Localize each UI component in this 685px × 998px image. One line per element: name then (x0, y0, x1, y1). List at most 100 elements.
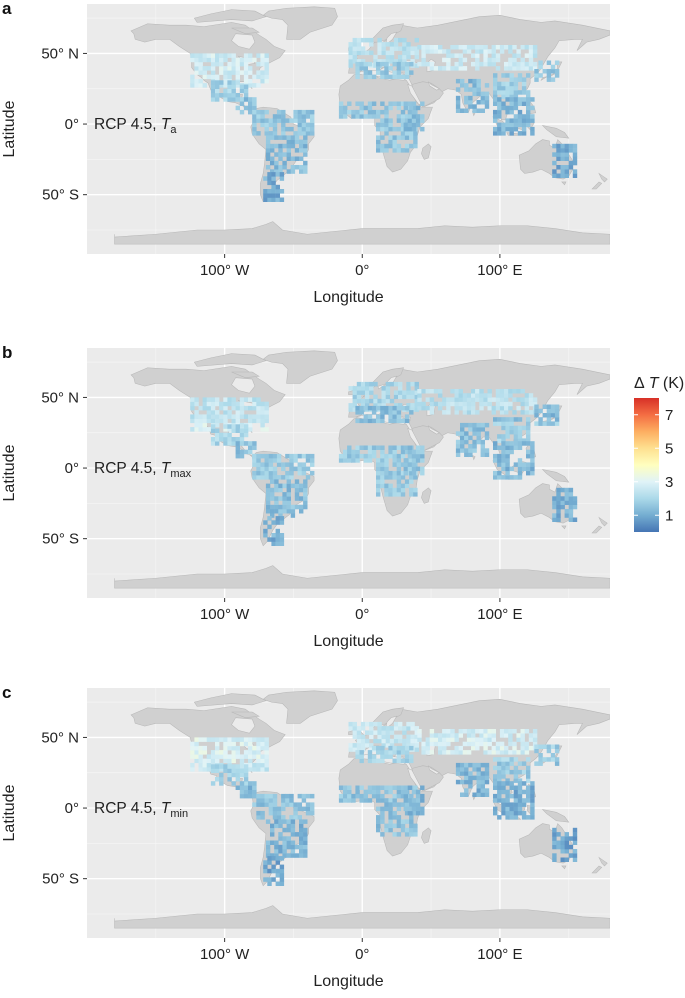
delta-t-cell (476, 435, 481, 441)
delta-t-cell (521, 798, 527, 803)
delta-t-cell (347, 445, 352, 450)
delta-t-cell (264, 453, 269, 459)
delta-t-cell (398, 403, 403, 408)
delta-t-cell (438, 737, 443, 742)
delta-t-cell (381, 734, 386, 740)
delta-t-cell (252, 122, 257, 128)
delta-t-cell (392, 135, 397, 140)
delta-t-cell (505, 802, 510, 807)
delta-t-cell (404, 832, 410, 837)
delta-t-cell (282, 135, 287, 140)
delta-t-cell (446, 401, 451, 407)
delta-t-cell (501, 453, 506, 459)
delta-t-cell (282, 165, 287, 170)
delta-t-cell (403, 122, 408, 128)
delta-t-cell (410, 59, 415, 64)
delta-t-cell (210, 428, 216, 433)
delta-t-cell (414, 50, 419, 56)
delta-t-cell (305, 114, 311, 119)
delta-t-cell (270, 169, 275, 174)
delta-t-cell (290, 169, 296, 174)
delta-t-cell (376, 785, 381, 790)
delta-t-cell (303, 849, 308, 854)
delta-t-cell (278, 165, 283, 170)
delta-t-cell (190, 754, 195, 759)
delta-t-cell (285, 793, 290, 799)
delta-t-cell (501, 462, 506, 467)
delta-t-cell (227, 432, 232, 438)
delta-t-cell (497, 81, 502, 87)
delta-t-cell (415, 802, 421, 807)
delta-t-cell (404, 135, 410, 140)
delta-t-cell (509, 421, 514, 426)
delta-t-cell (460, 448, 465, 453)
delta-t-cell (248, 109, 253, 115)
delta-t-cell (513, 757, 519, 762)
delta-t-cell (289, 798, 294, 803)
delta-t-cell (380, 815, 385, 820)
delta-t-cell (376, 487, 381, 493)
delta-t-cell (376, 418, 381, 424)
delta-t-cell (256, 53, 261, 58)
delta-t-cell (411, 126, 417, 132)
delta-t-cell (501, 458, 506, 463)
delta-t-cell (534, 73, 539, 78)
delta-t-cell (493, 806, 498, 812)
delta-t-cell (472, 108, 477, 113)
delta-t-cell (389, 730, 395, 735)
delta-t-cell (396, 475, 402, 480)
delta-t-cell (265, 496, 271, 501)
delta-t-cell (542, 413, 547, 418)
delta-t-cell (458, 53, 463, 58)
delta-t-cell (530, 449, 535, 455)
delta-t-cell (504, 393, 509, 398)
delta-t-cell (360, 726, 366, 731)
delta-t-cell (550, 77, 556, 82)
delta-t-cell (509, 77, 514, 82)
delta-t-cell (572, 496, 578, 501)
delta-t-cell (385, 54, 391, 60)
delta-t-cell (363, 405, 368, 411)
delta-t-cell (243, 772, 249, 778)
delta-t-cell (509, 785, 514, 790)
delta-t-cell (377, 398, 382, 404)
delta-t-cell (497, 417, 502, 422)
delta-t-cell (260, 802, 265, 807)
delta-t-cell (359, 410, 364, 415)
delta-t-cell (404, 131, 410, 136)
delta-t-cell (388, 143, 393, 149)
delta-t-cell (219, 401, 224, 407)
delta-t-cell (223, 97, 228, 102)
delta-t-cell (355, 109, 360, 115)
delta-t-cell (256, 754, 261, 759)
delta-t-cell (215, 745, 220, 751)
delta-t-cell (384, 61, 389, 67)
delta-t-cell (231, 764, 236, 769)
delta-t-cell (396, 832, 402, 837)
delta-t-cell (198, 427, 203, 432)
delta-t-cell (421, 45, 426, 50)
delta-t-cell (367, 61, 373, 67)
delta-t-cell (256, 405, 261, 411)
delta-t-cell (516, 405, 521, 411)
delta-t-cell (411, 114, 417, 119)
delta-t-cell (265, 156, 271, 161)
delta-t-cell (281, 114, 286, 119)
delta-t-cell (388, 802, 393, 807)
delta-t-cell (396, 758, 402, 764)
delta-t-cell (455, 87, 461, 92)
delta-t-cell (294, 148, 300, 153)
delta-t-cell (505, 810, 510, 816)
delta-t-cell (227, 84, 232, 89)
delta-t-cell (194, 737, 199, 742)
delta-t-cell (572, 840, 578, 845)
delta-t-cell (501, 425, 506, 431)
delta-t-cell (480, 100, 485, 105)
delta-t-cell (433, 49, 439, 54)
delta-t-cell (202, 418, 207, 424)
delta-t-cell (248, 53, 253, 58)
delta-t-cell (239, 109, 245, 115)
delta-t-cell (210, 414, 216, 419)
delta-t-cell (530, 131, 535, 136)
delta-t-cell (392, 139, 397, 145)
